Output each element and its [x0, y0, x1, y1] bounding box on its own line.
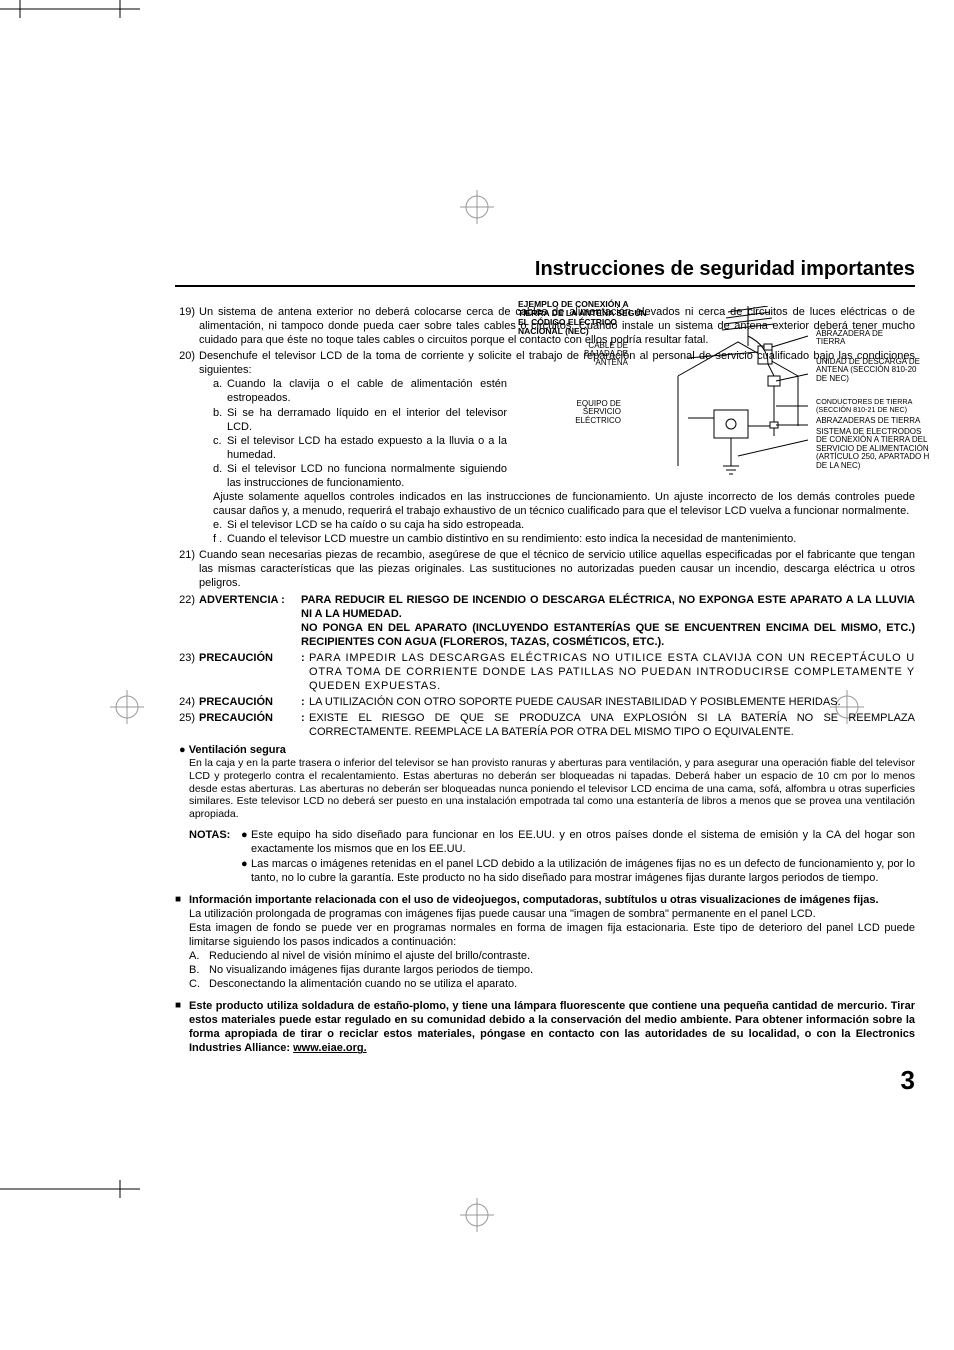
vent-body: En la caja y en la parte trasera o infer… [175, 757, 915, 820]
s20b-l: b. [213, 406, 227, 434]
vent-head: Ventilación segura [189, 744, 286, 756]
item-24-text: LA UTILIZACIÓN CON OTRO SOPORTE PUEDE CA… [309, 695, 915, 709]
sq2: Este producto utiliza soldadura de estañ… [189, 999, 915, 1055]
sq1-C-l: C. [189, 977, 209, 991]
notas-label: NOTAS: [189, 828, 241, 856]
s20a-l: a. [213, 377, 227, 405]
item-19-text: Un sistema de antena exterior no deberá … [199, 305, 915, 347]
item-25-text: EXISTE EL RIESGO DE QUE SE PRODUZCA UNA … [309, 711, 915, 739]
item-24-num: 24) [175, 695, 199, 709]
item-21-text: Cuando sean necesarias piezas de recambi… [199, 548, 915, 590]
s20d-extra: Ajuste solamente aquellos controles indi… [175, 490, 915, 518]
sq1-B-t: No visualizando imágenes fijas durante l… [209, 963, 533, 977]
item-24-label: PRECAUCIÓN [199, 695, 301, 709]
nota2-bullet: ● [241, 857, 251, 885]
s20e-l: e. [213, 518, 227, 532]
s20c-l: c. [213, 434, 227, 462]
s20f-t: Cuando el televisor LCD muestre un cambi… [227, 532, 915, 546]
sq1-p2: Esta imagen de fondo se puede ver en pro… [189, 922, 915, 948]
nota1-bullet: ● [241, 828, 251, 856]
page-title: Instrucciones de seguridad importantes [175, 258, 915, 287]
sq1-p1: La utilización prolongada de programas c… [189, 908, 816, 920]
item-23-label: PRECAUCIÓN [199, 651, 301, 693]
item-23-num: 23) [175, 651, 199, 693]
sq1-C-t: Desconectando la alimentación cuando no … [209, 977, 517, 991]
nota1: Este equipo ha sido diseñado para funcio… [251, 828, 915, 856]
item-21-num: 21) [175, 548, 199, 590]
colon-25: : [301, 711, 309, 739]
colon-24: : [301, 695, 309, 709]
sq1-A-l: A. [189, 949, 209, 963]
s20b-t: Si se ha derramado líquido en el interio… [227, 406, 507, 434]
page-number: 3 [901, 1065, 915, 1096]
sq2-bullet: ■ [175, 999, 189, 1055]
sq2-link: www.eiae.org. [293, 1042, 367, 1054]
sq1-head: Información importante relacionada con e… [189, 894, 879, 906]
sq1: Información importante relacionada con e… [189, 893, 915, 949]
item-25-label: PRECAUCIÓN [199, 711, 301, 739]
nota2: Las marcas o imágenes retenidas en el pa… [251, 857, 915, 885]
item-22-text: PARA REDUCIR EL RIESGO DE INCENDIO O DES… [301, 593, 915, 649]
page-content: Instrucciones de seguridad importantes 1… [175, 258, 915, 1056]
item-19-num: 19) [175, 305, 199, 347]
item-20-text: Desenchufe el televisor LCD de la toma d… [199, 349, 915, 377]
item-22-num: 22) [175, 593, 199, 649]
s20d-l: d. [213, 462, 227, 490]
item-23-text: PARA IMPEDIR LAS DESCARGAS ELÉCTRICAS NO… [309, 651, 915, 693]
item-20-num: 20) [175, 349, 199, 377]
s20a-t: Cuando la clavija o el cable de alimenta… [227, 377, 507, 405]
item-22-label: ADVERTENCIA : [199, 593, 301, 649]
sq1-A-t: Reduciendo al nivel de visión mínimo el … [209, 949, 530, 963]
colon-23: : [301, 651, 309, 693]
sq1-B-l: B. [189, 963, 209, 977]
s20e-t: Si el televisor LCD se ha caído o su caj… [227, 518, 915, 532]
s20c-t: Si el televisor LCD ha estado expuesto a… [227, 434, 507, 462]
item-25-num: 25) [175, 711, 199, 739]
s20f-l: f . [213, 532, 227, 546]
sq1-bullet: ■ [175, 893, 189, 949]
s20d-t: Si el televisor LCD no funciona normalme… [227, 462, 507, 490]
